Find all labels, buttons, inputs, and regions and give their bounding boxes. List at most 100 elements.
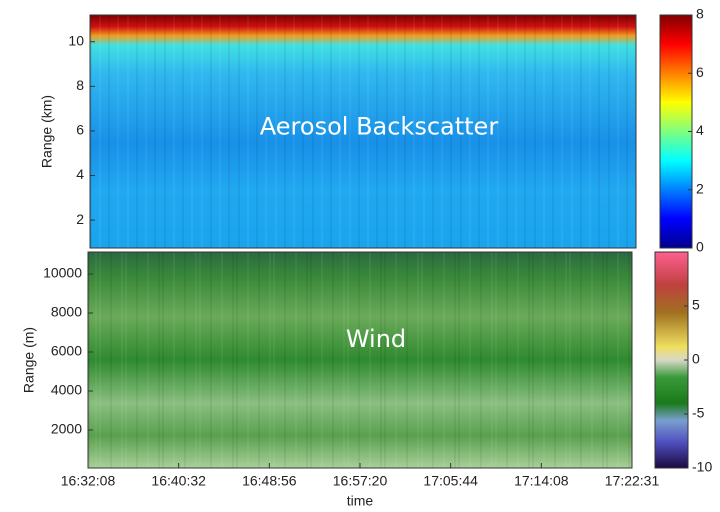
heatmap-streak — [154, 15, 156, 248]
heatmap-streak — [380, 252, 382, 468]
heatmap-streak — [404, 15, 406, 248]
colorbar-tick-label: -5 — [692, 405, 705, 421]
heatmap-streak — [349, 15, 351, 248]
heatmap-streak — [136, 252, 138, 468]
heatmap-streak — [598, 15, 600, 248]
x-tick-label: 16:32:08 — [61, 473, 116, 489]
colorbar-tick-label: 2 — [696, 180, 704, 196]
heatmap-streak — [469, 15, 471, 248]
heatmap-streak — [571, 15, 573, 248]
heatmap-streak — [162, 252, 164, 468]
heatmap-streak — [367, 15, 369, 248]
heatmap-streak — [376, 15, 378, 248]
y-tick-label: 2 — [76, 211, 84, 227]
heatmap-streak — [495, 252, 497, 468]
heatmap-streak — [617, 252, 619, 468]
heatmap-streak — [293, 15, 295, 248]
heatmap-streak — [284, 15, 286, 248]
heatmap-streak — [515, 15, 517, 248]
heatmap-streak — [310, 252, 312, 468]
x-axis-label: time — [347, 493, 374, 509]
heatmap-streak — [265, 15, 267, 248]
heatmap-streak — [90, 15, 92, 248]
heatmap-streak — [386, 15, 388, 248]
heatmap-streak — [534, 15, 536, 248]
heatmap-streak — [302, 15, 304, 248]
heatmap-streak — [236, 252, 238, 468]
annotation: Wind — [346, 325, 406, 353]
heatmap-streak — [184, 252, 186, 468]
heatmap-streak — [339, 15, 341, 248]
y-tick-label: 4 — [76, 166, 84, 182]
heatmap-streak — [258, 252, 260, 468]
heatmap-streak — [221, 252, 223, 468]
heatmap-streak — [269, 252, 271, 468]
heatmap-streak — [554, 252, 556, 468]
heatmap-streak — [480, 252, 482, 468]
heatmap-streak — [561, 15, 563, 248]
heatmap-streak — [552, 15, 554, 248]
heatmap-streak — [369, 252, 371, 468]
heatmap-streak — [330, 15, 332, 248]
heatmap-streak — [478, 15, 480, 248]
y-tick-label: 10000 — [43, 265, 82, 281]
heatmap-streak — [491, 252, 493, 468]
heatmap-streak — [295, 252, 297, 468]
x-tick-label: 16:48:56 — [242, 473, 297, 489]
heatmap-streak — [321, 15, 323, 248]
heatmap-streak — [406, 252, 408, 468]
heatmap-streak — [88, 252, 90, 468]
y-tick-label: 10 — [68, 32, 84, 48]
y-tick-label: 8000 — [51, 304, 82, 320]
heatmap-streak — [219, 15, 221, 248]
heatmap-streak — [395, 252, 397, 468]
colorbar — [659, 14, 693, 249]
heatmap-streak — [454, 252, 456, 468]
heatmap-streak — [543, 15, 545, 248]
heatmap-streak — [580, 15, 582, 248]
x-tick-label: 16:40:32 — [151, 473, 206, 489]
heatmap-streak — [210, 15, 212, 248]
colorbar-tick-label: 5 — [692, 297, 700, 313]
heatmap-streak — [182, 15, 184, 248]
heatmap-streak — [497, 15, 499, 248]
colorbar-tick-label: 8 — [696, 6, 704, 22]
y-tick-label: 6 — [76, 122, 84, 138]
heatmap-streak — [606, 252, 608, 468]
heatmap-streak — [524, 15, 526, 248]
heatmap-streak — [441, 15, 443, 248]
heatmap-streak — [432, 15, 434, 248]
heatmap-streak — [228, 15, 230, 248]
heatmap-streak — [173, 15, 175, 248]
heatmap-streak — [201, 15, 203, 248]
heatmap-image — [88, 252, 632, 468]
heatmap-streak — [565, 252, 567, 468]
heatmap-streak — [517, 252, 519, 468]
heatmap-streak — [125, 252, 127, 468]
heatmap-image — [90, 15, 636, 248]
x-tick-label: 16:57:20 — [333, 473, 388, 489]
heatmap-streak — [417, 252, 419, 468]
heatmap-streak — [306, 252, 308, 468]
colorbar-tick-label: -10 — [692, 459, 712, 475]
colorbar-tick-label: 4 — [696, 122, 704, 138]
heatmap-streak — [164, 15, 166, 248]
heatmap-streak — [528, 252, 530, 468]
x-tick-label: 17:14:08 — [514, 473, 569, 489]
y-tick-label: 2000 — [51, 421, 82, 437]
heatmap-streak — [158, 252, 160, 468]
heatmap-streak — [273, 252, 275, 468]
heatmap-streak — [591, 252, 593, 468]
heatmap-streak — [589, 15, 591, 248]
heatmap-streak — [413, 15, 415, 248]
heatmap-streak — [256, 15, 258, 248]
heatmap-streak — [617, 15, 619, 248]
heatmap-streak — [395, 15, 397, 248]
heatmap-streak — [543, 252, 545, 468]
heatmap-streak — [321, 252, 323, 468]
heatmap-streak — [238, 15, 240, 248]
heatmap-streak — [173, 252, 175, 468]
heatmap-streak — [469, 252, 471, 468]
heatmap-streak — [443, 252, 445, 468]
y-axis-label: Range (m) — [21, 327, 37, 393]
